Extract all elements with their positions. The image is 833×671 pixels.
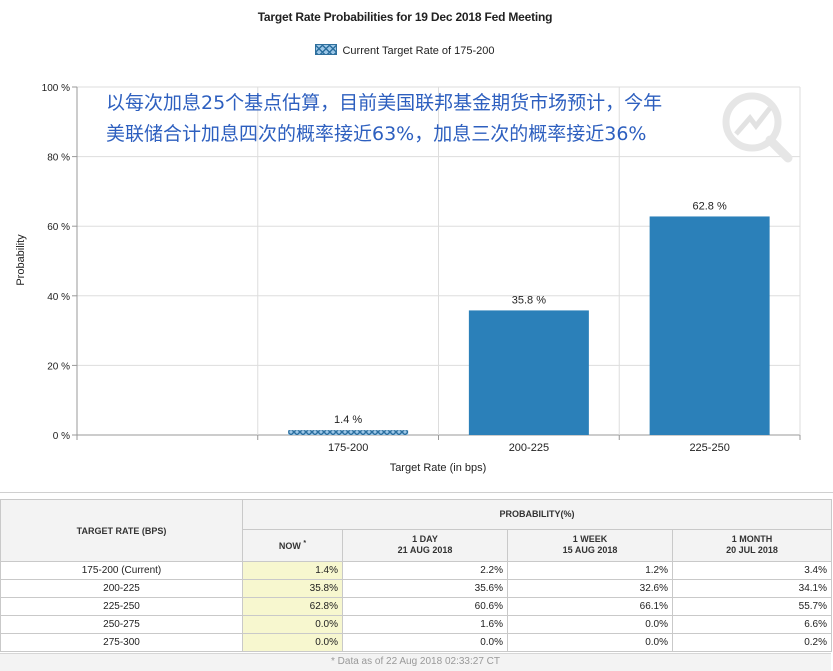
bar-value-label: 35.8 % — [512, 294, 546, 306]
header-now-label: NOW — [278, 541, 301, 552]
x-tick-label: 175-200 — [328, 442, 368, 454]
row-1-month: 55.7% — [672, 597, 832, 616]
bar-225-250 — [649, 216, 770, 435]
header-probability: PROBABILITY(%) — [242, 499, 832, 530]
row-rate: 250-275 — [0, 615, 243, 634]
y-tick-label: 60 % — [47, 222, 70, 233]
header-1-day-date: 21 AUG 2018 — [397, 545, 453, 556]
y-tick-label: 0 % — [53, 431, 70, 442]
row-1-day: 1.6% — [342, 615, 508, 634]
legend-hatch-swatch — [315, 44, 338, 55]
header-now: NOW * — [242, 528, 343, 563]
header-1-month: 1 MONTH 20 JUL 2018 — [672, 528, 832, 563]
header-1-day-label: 1 DAY — [412, 534, 438, 545]
header-target-rate: TARGET RATE (BPS) — [0, 499, 243, 562]
y-axis-label: Probability — [15, 234, 27, 286]
divider — [0, 492, 833, 493]
bar-value-label: 62.8 % — [693, 200, 727, 212]
bar-value-label: 1.4 % — [334, 414, 362, 426]
row-1-week: 32.6% — [507, 579, 673, 598]
legend[interactable]: Current Target Rate of 175-200 — [0, 44, 810, 57]
row-1-month: 3.4% — [672, 561, 832, 580]
row-rate: 225-250 — [0, 597, 243, 616]
chart-area: 0 % 20 % 40 % 60 % 80 % 100 % 1.4 % 175-200 35.8… — [0, 10, 810, 474]
watermark-logo-icon — [722, 92, 793, 163]
header-1-week-label: 1 WEEK — [572, 534, 608, 545]
x-tick-label: 200-225 — [509, 442, 549, 454]
y-tick-label: 40 % — [47, 292, 70, 303]
chart-title: Target Rate Probabilities for 19 Dec 201… — [257, 10, 553, 24]
bar-200-225 — [468, 310, 589, 435]
row-rate: 200-225 — [0, 579, 243, 598]
y-tick-label: 100 % — [42, 83, 70, 94]
row-1-month: 34.1% — [672, 579, 832, 598]
data-timestamp-footnote: * Data as of 22 Aug 2018 02:33:27 CT — [0, 653, 831, 671]
header-1-month-date: 20 JUL 2018 — [726, 545, 778, 556]
x-tick-label: 225-250 — [689, 442, 729, 454]
bar-175-200 — [288, 430, 409, 435]
row-1-day: 60.6% — [342, 597, 508, 616]
row-1-week: 66.1% — [507, 597, 673, 616]
row-1-day: 35.6% — [342, 579, 508, 598]
x-axis-label: Target Rate (in bps) — [390, 462, 487, 474]
table-row: 200-225 35.8% 35.6% 32.6% 34.1% — [0, 579, 832, 598]
header-1-week: 1 WEEK 15 AUG 2018 — [507, 528, 673, 563]
row-rate: 175-200 (Current) — [0, 561, 243, 580]
header-1-day: 1 DAY 21 AUG 2018 — [342, 528, 508, 563]
row-rate: 275-300 — [0, 633, 243, 652]
row-1-day: 0.0% — [342, 633, 508, 652]
row-now: 0.0% — [242, 633, 343, 652]
row-1-week: 0.0% — [507, 633, 673, 652]
row-1-month: 0.2% — [672, 633, 832, 652]
y-tick-label: 80 % — [47, 153, 70, 164]
bar-chart: 0 % 20 % 40 % 60 % 80 % 100 % 1.4 % 175-200 35.8… — [15, 83, 801, 474]
row-now: 0.0% — [242, 615, 343, 634]
row-1-month: 6.6% — [672, 615, 832, 634]
header-1-month-label: 1 MONTH — [731, 534, 773, 545]
header-1-week-date: 15 AUG 2018 — [562, 545, 618, 556]
header-now-asterisk: * — [303, 540, 307, 548]
row-now: 35.8% — [242, 579, 343, 598]
probability-table: TARGET RATE (BPS) PROBABILITY(%) NOW * 1… — [0, 499, 832, 652]
chinese-annotation: 以每次加息25个基点估算，目前美国联邦基金期货市场预计，今年 美联储合计加息四次… — [106, 88, 746, 150]
table-row: 275-300 0.0% 0.0% 0.0% 0.2% — [0, 633, 832, 652]
table-row: 250-275 0.0% 1.6% 0.0% 6.6% — [0, 615, 832, 634]
row-1-week: 1.2% — [507, 561, 673, 580]
row-now: 62.8% — [242, 597, 343, 616]
table-row: 225-250 62.8% 60.6% 66.1% 55.7% — [0, 597, 832, 616]
annotation-line-2: 美联储合计加息四次的概率接近63%，加息三次的概率接近36% — [106, 123, 647, 145]
table-row: 175-200 (Current) 1.4% 2.2% 1.2% 3.4% — [0, 561, 832, 580]
row-1-day: 2.2% — [342, 561, 508, 580]
annotation-line-1: 以每次加息25个基点估算，目前美国联邦基金期货市场预计，今年 — [106, 92, 663, 114]
y-tick-label: 20 % — [47, 361, 70, 372]
row-1-week: 0.0% — [507, 615, 673, 634]
legend-label: Current Target Rate of 175-200 — [342, 45, 495, 57]
row-now: 1.4% — [242, 561, 343, 580]
